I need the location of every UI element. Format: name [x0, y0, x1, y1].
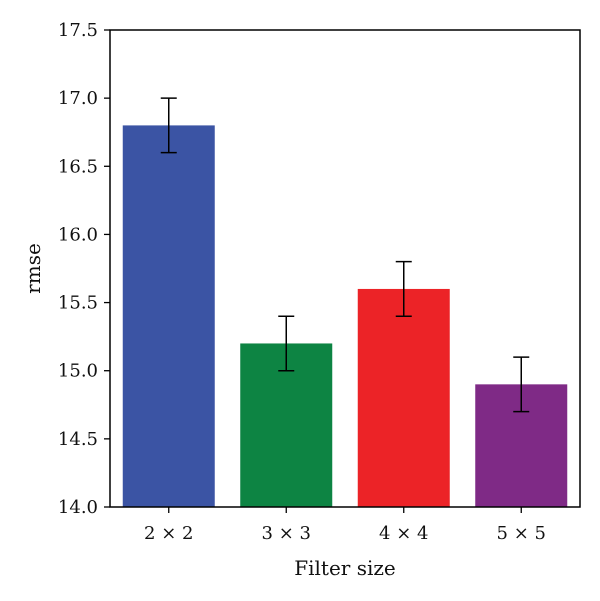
x-tick-label: 3 × 3	[262, 523, 311, 544]
y-tick-label: 15.5	[58, 293, 98, 314]
y-tick-label: 14.5	[58, 429, 98, 450]
x-axis-title: Filter size	[294, 556, 396, 580]
x-axis: 2 × 2 3 × 3 4 × 4 5 × 5	[144, 507, 546, 544]
bar	[357, 288, 450, 507]
x-tick-label: 5 × 5	[497, 523, 546, 544]
bar	[122, 125, 215, 508]
plot-frame	[109, 29, 581, 508]
error-bar	[395, 260, 412, 317]
x-tick-label: 4 × 4	[379, 523, 428, 544]
error-bar	[513, 356, 530, 413]
y-axis-title: rmse	[21, 243, 45, 294]
error-bars-layer	[160, 97, 530, 413]
y-tick-label: 17.5	[58, 20, 98, 41]
error-bar	[160, 97, 177, 154]
y-tick-label: 14.0	[58, 497, 98, 518]
bars-layer	[122, 125, 568, 508]
y-tick-label: 16.5	[58, 156, 98, 177]
error-bar	[278, 315, 295, 372]
y-tick-label: 17.0	[58, 88, 98, 109]
y-tick-label: 15.0	[58, 361, 98, 382]
x-tick-label: 2 × 2	[144, 523, 193, 544]
y-axis: 14.0 14.5 15.0 15.5 16.0 16.5 17.0 17.5	[58, 20, 110, 518]
y-tick-label: 16.0	[58, 224, 98, 245]
